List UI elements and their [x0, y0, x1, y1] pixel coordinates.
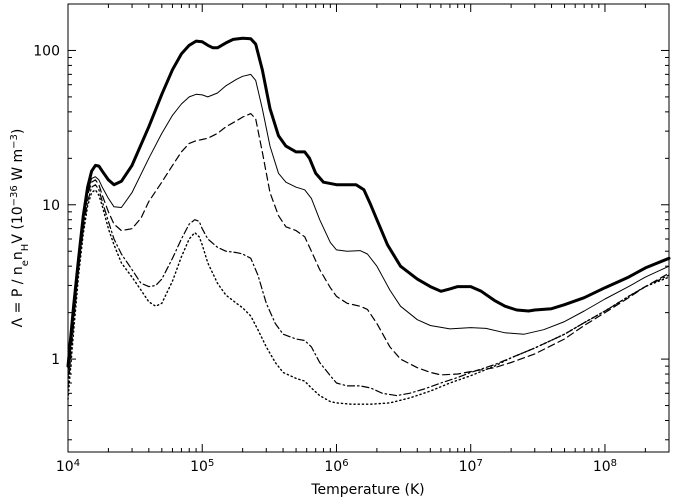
y-axis: 1 10 100 [33, 3, 669, 441]
y-label-main: Λ = P / n [10, 266, 26, 327]
plot-frame [67, 3, 670, 453]
x-tick-label-exp: 8 [611, 458, 617, 469]
x-tick-label-exp: 6 [342, 458, 348, 469]
x-tick-label-base: 10 [56, 459, 74, 475]
y-label-after: V (10 [10, 206, 26, 243]
y-label-sub-h: H [20, 244, 31, 252]
x-tick-label: 104 [56, 458, 80, 476]
series-line-dashed [67, 113, 670, 379]
x-tick-label-base: 10 [593, 459, 611, 475]
x-tick-label: 108 [593, 458, 617, 476]
x-tick-label-exp: 7 [476, 458, 482, 469]
x-axis-label: Temperature (K) [310, 482, 424, 498]
y-tick-label: 1 [51, 352, 60, 368]
series-line-thin-solid [67, 73, 670, 375]
series-line-dotted [67, 189, 670, 405]
y-tick-label: 100 [33, 43, 60, 59]
y-label-sub-e: e [20, 260, 31, 266]
y-label-close: ) [10, 129, 26, 134]
series-line-dash-dot [67, 184, 670, 397]
y-tick-label: 10 [42, 198, 60, 214]
y-label-sup: −36 [9, 185, 20, 206]
x-tick-label-base: 10 [459, 459, 477, 475]
x-axis: 104 105 106 107 108 [56, 4, 670, 476]
x-tick-label: 105 [190, 458, 214, 476]
x-tick-label-base: 10 [324, 459, 342, 475]
y-label-unit: W m [10, 149, 26, 185]
series-line-thick-solid [66, 36, 671, 368]
x-tick-label: 106 [324, 458, 348, 476]
series-layer [66, 36, 671, 405]
x-tick-label-exp: 5 [208, 458, 214, 469]
y-label-sup2: −3 [9, 134, 20, 149]
x-tick-label: 107 [459, 458, 483, 476]
y-axis-label: Λ = P / nenHV (10−36 W m−3) [9, 129, 31, 328]
x-tick-label-exp: 4 [74, 458, 80, 469]
x-tick-label-base: 10 [190, 459, 208, 475]
y-label-mid: n [10, 251, 26, 260]
